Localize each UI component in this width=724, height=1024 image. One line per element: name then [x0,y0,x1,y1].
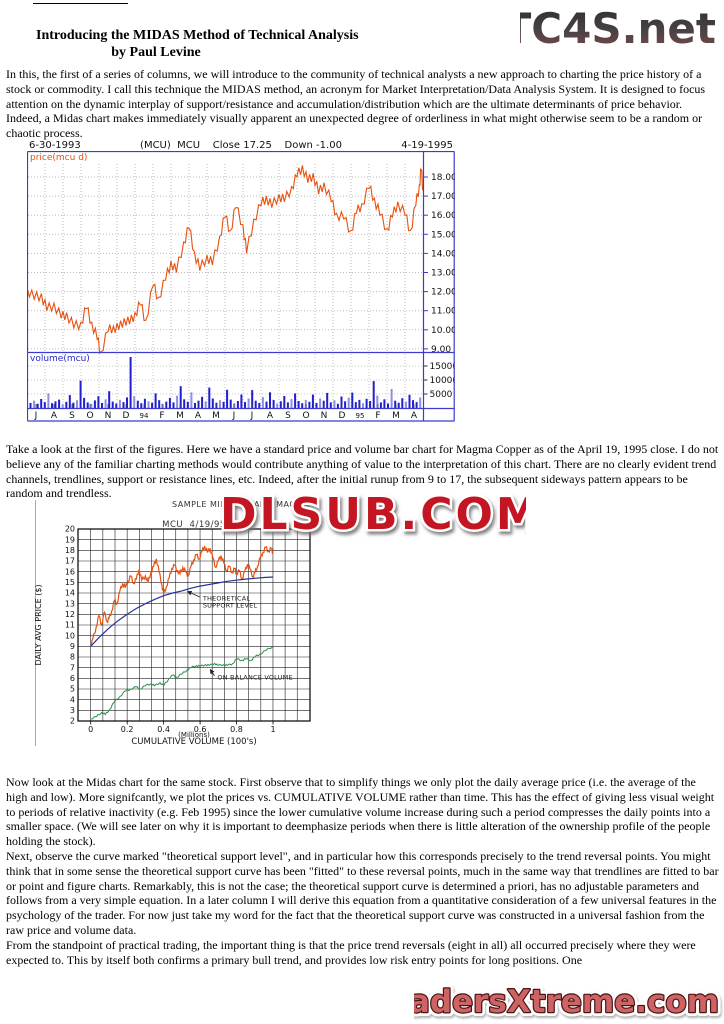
tradersxtreme-logo: TradersXtreme.com TradersXtreme.com [414,980,723,1024]
volume-pane-label: volume(mcu) [30,354,90,364]
svg-text:M: M [212,411,220,421]
svg-text:7: 7 [70,663,75,672]
svg-text:S: S [285,411,291,421]
tradersxtreme-logo-glow: TradersXtreme.com [414,984,719,1020]
svg-text:5000: 5000 [430,390,453,400]
chart2-xlabel-cumvolume: CUMULATIVE VOLUME (100's) [131,737,256,747]
svg-text:2: 2 [70,717,75,726]
paragraph-intro: In this, the first of a series of column… [6,67,706,141]
chart1-end-date: 4-19-1995 [401,140,453,151]
svg-text:5: 5 [70,685,75,694]
dlsub-watermark: DLSUB.COM [218,488,527,543]
svg-text:8: 8 [70,653,75,662]
svg-text:10000: 10000 [430,376,456,386]
svg-text:14: 14 [65,589,75,598]
midas-chart: SAMPLE MIDAS CHART: MAGMA MCU 4/19/95 (M… [33,496,333,782]
svg-text:94: 94 [140,412,149,420]
svg-text:S: S [69,411,75,421]
svg-text:M: M [392,411,400,421]
paragraph-midas-explained: Now look at the Midas chart for the same… [6,775,715,849]
article-byline: by Paul Levine [111,45,201,60]
svg-text:10.00: 10.00 [431,326,455,336]
svg-text:16.00: 16.00 [431,211,455,221]
svg-text:11: 11 [65,621,75,630]
svg-text:O: O [302,411,309,421]
paragraph-first-figure: Take a look at the first of the figures.… [6,442,719,501]
svg-text:A: A [51,411,58,421]
svg-text:18.00: 18.00 [431,173,455,183]
svg-text:19: 19 [65,535,75,544]
svg-text:16: 16 [65,567,75,576]
svg-text:0.2: 0.2 [121,725,134,734]
midas-chart-subtitle: MCU 4/19/95 [162,520,226,530]
svg-text:J: J [250,411,254,421]
svg-text:A: A [267,411,274,421]
tc4s-logo: TC4S.net [520,4,716,53]
price-volume-chart: 6-30-1993 (MCU) MCU Close 17.25 Down -1.… [27,139,455,422]
paragraph-practical-trading: From the standpoint of practical trading… [6,937,696,967]
tc4s-logo-text: TC4S.net [520,4,716,53]
svg-text:10: 10 [65,631,75,640]
svg-text:18: 18 [65,546,75,555]
svg-text:D: D [123,411,130,421]
chart2-xlabel-millions: (Millions) [178,731,210,739]
dlsub-watermark-text: DLSUB.COM [220,489,526,540]
svg-text:12: 12 [65,610,75,619]
svg-text:15000: 15000 [430,362,456,372]
paragraph-block-bottom: Now look at the Midas chart for the same… [6,775,720,967]
midas-chart-title: SAMPLE MIDAS CHART: MAGMA [172,500,310,509]
svg-text:A: A [195,411,202,421]
svg-text:0.8: 0.8 [230,725,243,734]
svg-text:O: O [86,411,93,421]
article-title: Introducing the MIDAS Method of Technica… [36,28,359,43]
tradersxtreme-logo-text: TradersXtreme.com [414,984,719,1020]
svg-text:THEORETICAL: THEORETICAL [202,594,251,602]
svg-text:17: 17 [65,557,75,566]
svg-text:F: F [159,411,164,421]
svg-text:0.4: 0.4 [157,725,170,734]
svg-text:15.00: 15.00 [431,230,455,240]
svg-text:3: 3 [70,706,75,715]
svg-text:D: D [339,411,346,421]
svg-text:J: J [232,411,236,421]
chart2-canvas: (Millions) CUMULATIVE VOLUME (100's) DAI… [34,500,311,747]
price-pane-label: price(mcu d) [30,153,88,163]
svg-text:0.6: 0.6 [194,725,207,734]
svg-text:9.00: 9.00 [431,345,451,355]
svg-text:11.00: 11.00 [431,307,455,317]
svg-text:ON BALANCE VOLUME: ON BALANCE VOLUME [217,673,292,681]
svg-text:N: N [321,411,328,421]
svg-text:0: 0 [88,725,93,734]
page-top-rule [33,3,128,4]
svg-text:A: A [411,411,418,421]
svg-text:9: 9 [70,642,75,651]
svg-text:13: 13 [65,599,75,608]
svg-text:J: J [34,411,38,421]
svg-text:15: 15 [65,578,75,587]
svg-text:F: F [375,411,380,421]
chart2-ylabel: DAILY AVG PRICE ($) [34,584,43,665]
chart1-start-date: 6-30-1993 [29,140,81,151]
svg-text:95: 95 [356,412,365,420]
svg-text:12.00: 12.00 [431,288,455,298]
svg-text:M: M [176,411,184,421]
svg-text:13.00: 13.00 [431,269,455,279]
chart1-symbol-close: (MCU) MCU Close 17.25 Down -1.00 [140,140,342,151]
svg-text:4: 4 [70,695,75,704]
svg-text:N: N [105,411,112,421]
chart1-canvas: 18.00 17.00 16.00 15.00 14.00 13.00 12.00 11.00… [27,151,455,422]
svg-text:SUPPORT LEVEL: SUPPORT LEVEL [203,602,258,610]
svg-text:20: 20 [65,525,75,534]
svg-text:17.00: 17.00 [431,192,455,202]
paragraph-support-curve: Next, observe the curve marked "theoreti… [6,848,719,937]
svg-text:1: 1 [270,725,275,734]
svg-text:6: 6 [70,674,75,683]
svg-text:14.00: 14.00 [431,249,455,259]
